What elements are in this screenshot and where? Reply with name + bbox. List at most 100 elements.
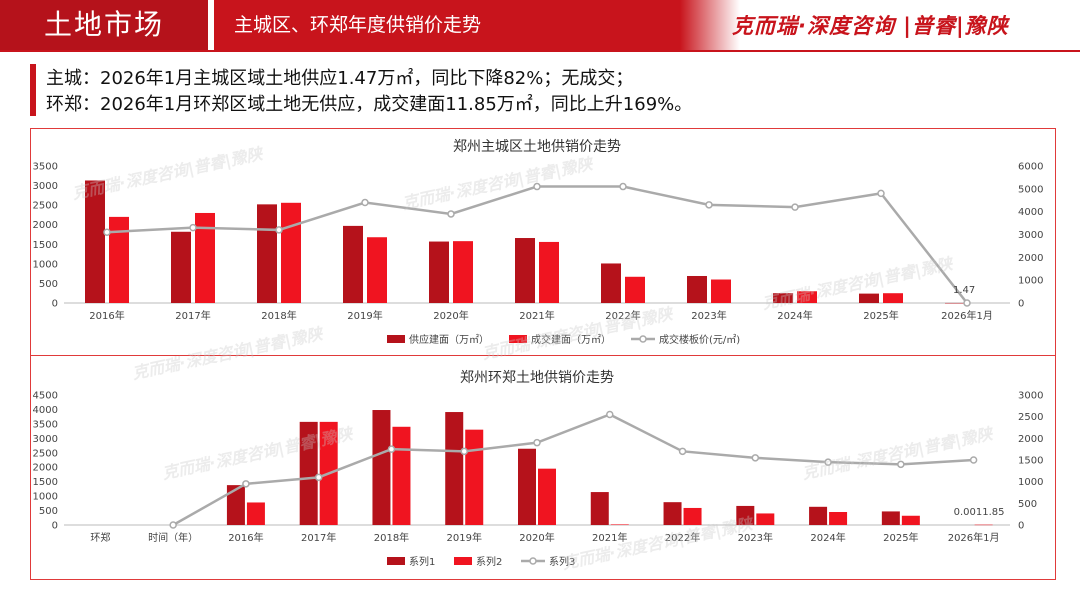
- price-point: [387, 445, 396, 453]
- price-point: [877, 189, 885, 198]
- bar-series1: [429, 241, 449, 303]
- bar-series2: [109, 216, 129, 303]
- page-subtitle: 主城区、环郑年度供销价走势: [214, 0, 694, 50]
- x-tick-label: 2016年: [228, 531, 263, 544]
- y-right-tick-label: 1000: [1018, 477, 1043, 488]
- bar-series1: [859, 293, 879, 303]
- legend-swatch: [387, 335, 405, 343]
- price-point: [705, 201, 713, 209]
- x-tick-label: 2016年: [89, 309, 124, 322]
- price-point: [533, 438, 541, 447]
- y-left-tick-label: 3000: [33, 434, 58, 445]
- x-tick-label: 2022年: [605, 309, 640, 322]
- bar-series1: [663, 502, 682, 525]
- chart-ring-zhengzhou: 郑州环郑土地供销价走势 0 500 1000 1500 2000 2500 3000 3500 4…: [33, 370, 1044, 568]
- bar-series2: [797, 291, 817, 303]
- y-left-tick-label: 1500: [33, 477, 58, 488]
- legend-swatch: [454, 557, 472, 565]
- bar-series2: [756, 513, 775, 525]
- legend-label: 成交建面（万㎡）: [531, 333, 611, 346]
- x-tick-label: 时间（年）: [148, 531, 198, 544]
- bar-series1: [809, 506, 828, 525]
- price-point: [169, 521, 177, 529]
- y-left-tick-label: 1000: [33, 259, 58, 270]
- price-point: [606, 410, 614, 419]
- price-point: [242, 480, 250, 488]
- bar-series2: [625, 276, 645, 303]
- bar-series2: [711, 279, 731, 303]
- x-tick-label: 2021年: [592, 531, 627, 544]
- y-left-tick-label: 2000: [33, 463, 58, 474]
- x-tick-label: 2022年: [665, 531, 700, 544]
- y-right-tick-label: 1000: [1018, 276, 1043, 287]
- y-left-tick-label: 500: [39, 506, 58, 517]
- y-left-tick-label: 0: [52, 299, 58, 310]
- bar-series2: [392, 426, 411, 525]
- summary-line-main: 主城：2026年1月主城区域土地供应1.47万㎡，同比下降82%；无成交；: [46, 68, 634, 89]
- legend-label: 系列1: [409, 555, 435, 568]
- bar-series2: [829, 512, 848, 525]
- price-point: [533, 182, 541, 191]
- bar-series2: [683, 507, 702, 525]
- chart-title: 郑州环郑土地供销价走势: [460, 370, 614, 386]
- header-fade: [680, 0, 740, 50]
- bar-series1: [945, 302, 965, 304]
- bar-series1: [590, 492, 609, 525]
- price-point: [103, 228, 111, 236]
- y-left-tick-label: 3500: [33, 162, 58, 173]
- x-tick-label: 2020年: [519, 531, 554, 544]
- bar-series1: [518, 448, 536, 525]
- bar-series2: [883, 293, 903, 303]
- x-tick-label: 2017年: [301, 531, 336, 544]
- x-tick-label: 环郑: [90, 531, 110, 544]
- x-tick-label: 2021年: [519, 309, 554, 322]
- x-tick-label: 2025年: [863, 309, 898, 322]
- y-right-tick-label: 500: [1018, 499, 1037, 510]
- bar-series2: [538, 468, 556, 525]
- y-left-tick-label: 1000: [33, 492, 58, 503]
- bar-series1: [85, 180, 105, 303]
- bar-series1: [299, 421, 318, 525]
- charts-panel: [30, 128, 1056, 580]
- y-left-tick-label: 3500: [33, 419, 58, 430]
- summary-box: 主城：2026年1月主城区域土地供应1.47万㎡，同比下降82%；无成交； 环郑…: [30, 62, 1050, 118]
- x-tick-label: 2025年: [883, 531, 918, 544]
- bar-series2: [281, 202, 301, 303]
- x-tick-label: 2023年: [738, 531, 773, 544]
- y-right-tick-label: 0: [1018, 521, 1024, 532]
- legend-marker: [529, 557, 537, 565]
- bar-series1: [257, 204, 277, 303]
- chart-title: 郑州主城区土地供销价走势: [453, 139, 621, 155]
- y-left-tick-label: 2500: [33, 201, 58, 212]
- price-point: [460, 447, 468, 456]
- bar-series1: [687, 275, 707, 303]
- y-left-tick-label: 4500: [33, 391, 58, 402]
- y-left-tick-label: 2500: [33, 448, 58, 459]
- x-tick-label: 2026年1月: [948, 531, 1000, 544]
- summary-line-ring: 环郑：2026年1月环郑区域土地无供应，成交建面11.85万㎡，同比上升169%…: [46, 94, 693, 115]
- bar-series2: [610, 524, 629, 525]
- bar-series1: [445, 412, 464, 525]
- bar-series2: [901, 515, 920, 525]
- price-point: [791, 203, 799, 211]
- price-point: [678, 447, 687, 456]
- bar-series1: [515, 238, 535, 303]
- bar-series1: [601, 263, 621, 303]
- data-label-annotation: 0.0011.85: [954, 507, 1005, 518]
- data-label-annotation: 1.47: [953, 285, 975, 296]
- y-left-tick-label: 0: [52, 521, 58, 532]
- price-point: [963, 299, 971, 307]
- chart-main-city: 郑州主城区土地供销价走势 0 500 1000 1500 2000 2500 3000 3500…: [33, 139, 1044, 346]
- y-left-tick-label: 1500: [33, 240, 58, 251]
- x-tick-label: 2019年: [447, 531, 482, 544]
- x-tick-label: 2024年: [777, 309, 812, 322]
- price-point: [314, 473, 323, 482]
- y-right-tick-label: 0: [1018, 299, 1024, 310]
- x-tick-label: 2018年: [374, 531, 409, 544]
- y-right-tick-label: 4000: [1018, 207, 1043, 218]
- legend-label: 成交楼板价(元/㎡): [659, 333, 740, 346]
- y-right-tick-label: 6000: [1018, 162, 1043, 173]
- section-title: 土地市场: [0, 0, 208, 50]
- legend-marker: [639, 335, 647, 343]
- y-right-tick-label: 3000: [1018, 230, 1043, 241]
